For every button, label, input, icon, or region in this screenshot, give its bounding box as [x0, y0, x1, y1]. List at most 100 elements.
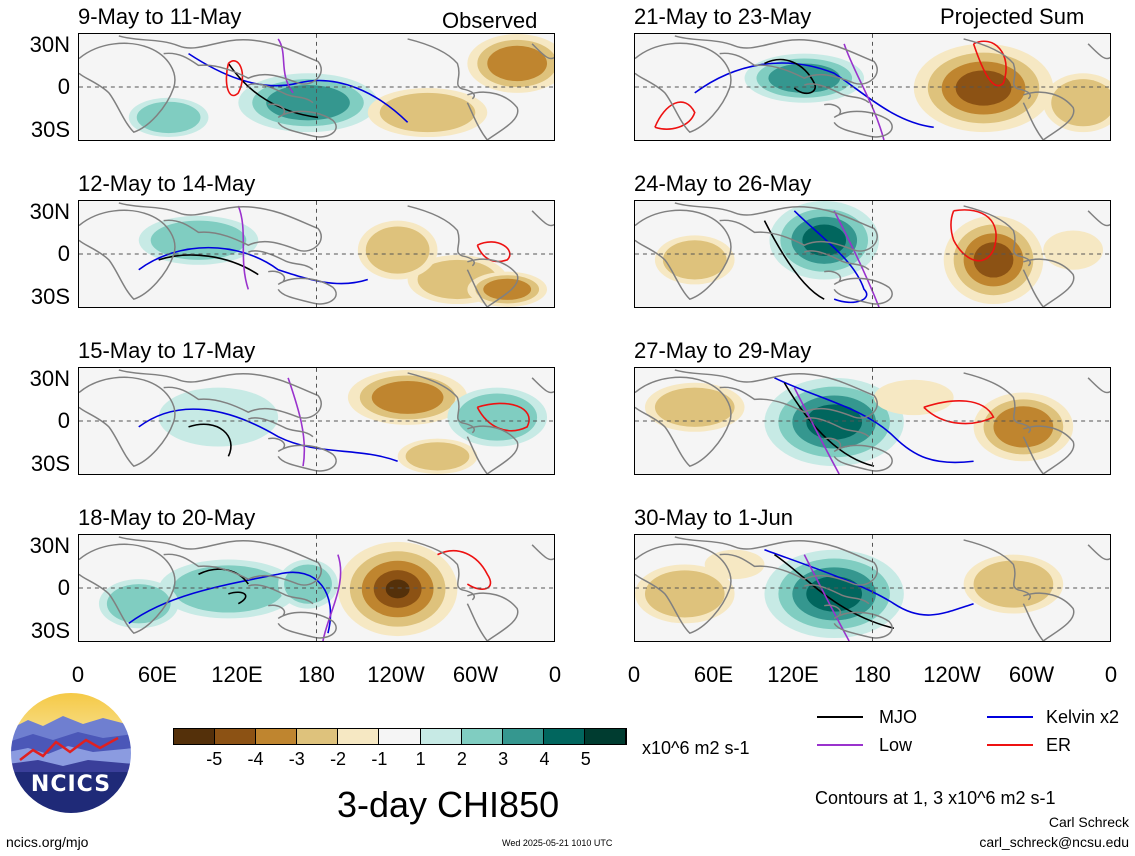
panel-title-8: 30-May to 1-Jun — [634, 505, 793, 530]
lat-label: 30N — [29, 32, 70, 57]
anomaly-shading — [106, 584, 171, 624]
mjo-contour — [783, 382, 875, 467]
anomaly-shading — [172, 565, 285, 613]
map-panel-5 — [634, 33, 1111, 141]
legend-label-er: ER — [1046, 735, 1072, 755]
lon-label: 120W — [367, 662, 425, 687]
panel-title-7: 27-May to 29-May — [634, 338, 812, 363]
map-panel-8 — [634, 534, 1111, 642]
anomaly-shading — [385, 579, 410, 599]
lon-label: 120E — [767, 662, 819, 687]
panel-title-6: 24-May to 26-May — [634, 171, 812, 196]
coastlines — [635, 536, 1110, 641]
anomaly-shading — [662, 240, 727, 280]
legend-label-low: Low — [879, 735, 913, 755]
colorbar-label: 2 — [456, 749, 467, 769]
anomaly-shading — [158, 387, 279, 447]
colorbar-label: 3 — [498, 749, 509, 769]
colorbar — [173, 728, 627, 745]
author-email[interactable]: carl_schreck@ncsu.edu — [979, 834, 1129, 850]
lat-label: 30S — [30, 618, 70, 643]
kelvin-contour — [138, 408, 398, 462]
low-contour — [833, 210, 880, 307]
er-contour — [950, 209, 997, 262]
colorbar-swatch — [502, 729, 544, 744]
er-contour — [437, 550, 492, 590]
anomaly-shading — [1051, 79, 1110, 127]
colorbar-label: -4 — [247, 749, 264, 769]
map-panel-7 — [634, 367, 1111, 475]
anomaly-shading — [371, 380, 444, 414]
lat-label: 30N — [29, 533, 70, 558]
colorbar-label: -1 — [371, 749, 388, 769]
lon-label: 60W — [1008, 662, 1055, 687]
colorbar-label: 1 — [415, 749, 426, 769]
lat-label: 0 — [57, 241, 70, 266]
colorbar-swatch — [584, 729, 627, 744]
map-panel-6 — [634, 200, 1111, 308]
lat-label: 0 — [57, 408, 70, 433]
projected-tag: Projected Sum — [940, 4, 1085, 29]
colorbar-swatch — [379, 729, 421, 744]
anomaly-shading — [136, 101, 201, 134]
er-contour — [654, 101, 696, 130]
anomaly-shading — [405, 442, 470, 471]
lat-label: 30S — [30, 284, 70, 309]
lon-label: 0 — [71, 662, 85, 687]
kelvin-contour — [764, 548, 974, 616]
map-svg — [635, 368, 1110, 474]
coastlines — [79, 369, 554, 474]
map-svg — [79, 368, 554, 474]
er-contour — [923, 400, 995, 425]
lat-label: 30S — [30, 451, 70, 476]
lat-label: 0 — [57, 575, 70, 600]
map-svg — [635, 34, 1110, 140]
lon-label: 180 — [854, 662, 891, 687]
anomaly-shading — [993, 406, 1054, 448]
lon-label: 0 — [548, 662, 562, 687]
low-contour — [237, 205, 250, 290]
site-link[interactable]: ncics.org/mjo — [6, 834, 89, 850]
anomaly-shading — [806, 404, 863, 440]
colorbar-swatch — [543, 729, 585, 744]
kelvin-contour — [793, 210, 868, 304]
author-name: Carl Schreck — [1048, 814, 1129, 830]
logo-text: NCICS — [30, 772, 112, 797]
timestamp: Wed 2025-05-21 1010 UTC — [502, 838, 613, 848]
er-contour — [972, 40, 1007, 87]
coastlines — [635, 35, 1110, 140]
colorbar-units: x10^6 m2 s-1 — [642, 738, 750, 758]
observed-tag: Observed — [442, 8, 538, 33]
anomaly-shading — [483, 278, 532, 300]
lon-label: 60E — [137, 662, 178, 687]
map-svg — [79, 34, 554, 140]
contour-legend: MJO Kelvin x2 Low ER — [817, 708, 1119, 768]
low-contour — [803, 554, 850, 641]
panel-title-5: 21-May to 23-May — [634, 4, 812, 29]
map-svg — [635, 201, 1110, 307]
anomaly-shading — [457, 393, 538, 441]
colorbar-swatch — [215, 729, 257, 744]
map-panel-1 — [78, 33, 555, 141]
lon-label: 0 — [627, 662, 641, 687]
panel-title-1: 9-May to 11-May — [78, 4, 242, 29]
map-panel-3 — [78, 367, 555, 475]
er-contour — [476, 241, 511, 263]
colorbar-label: 5 — [580, 749, 591, 769]
colorbar-label: -2 — [330, 749, 347, 769]
lat-label: 30N — [29, 366, 70, 391]
colorbar-swatch — [174, 729, 216, 744]
mjo-contour — [773, 553, 895, 630]
anomaly-shading — [266, 85, 350, 121]
ncics-logo: NCICS — [8, 690, 134, 816]
anomaly-shading — [955, 70, 1012, 106]
low-contour — [843, 43, 885, 140]
lat-label: 30N — [29, 199, 70, 224]
colorbar-label: 4 — [539, 749, 550, 769]
er-contour — [225, 60, 244, 97]
er-contour — [476, 402, 530, 432]
contours-note: Contours at 1, 3 x10^6 m2 s-1 — [815, 788, 1056, 808]
map-panel-4 — [78, 534, 555, 642]
map-svg — [79, 535, 554, 641]
coastlines — [635, 202, 1110, 307]
